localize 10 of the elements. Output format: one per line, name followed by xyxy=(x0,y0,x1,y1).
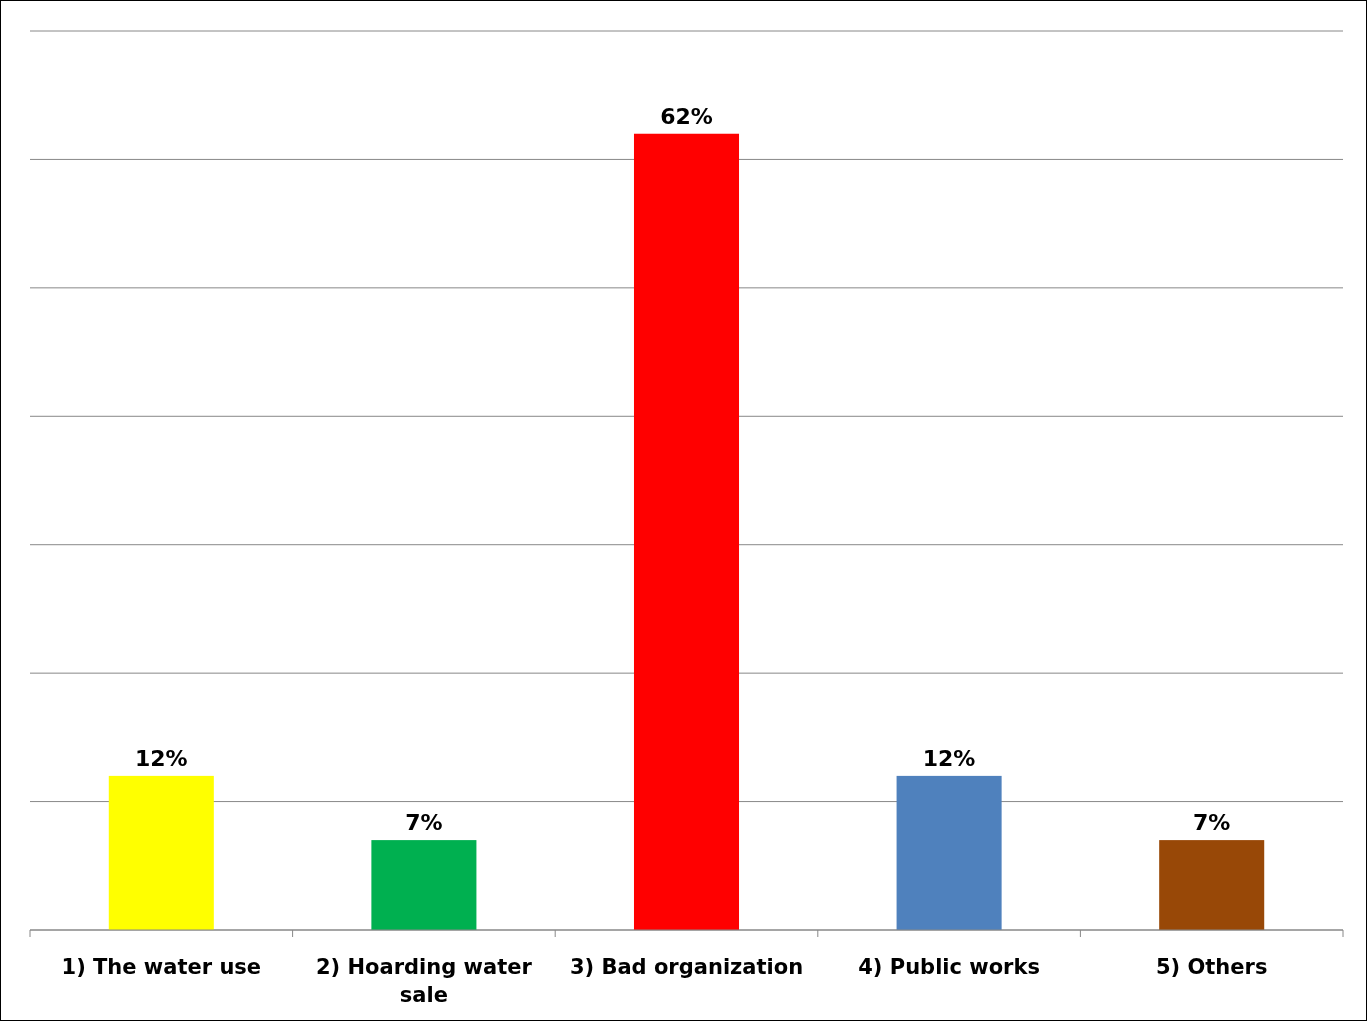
data-label: 7% xyxy=(1193,810,1231,836)
x-tick-label: 3) Bad organization xyxy=(569,955,804,979)
x-tick-label: 5) Others xyxy=(1155,955,1268,979)
data-label: 12% xyxy=(134,745,188,771)
x-tick-label: 1) The water use xyxy=(61,955,262,979)
data-label: 62% xyxy=(660,103,713,129)
data-label: 12% xyxy=(922,745,976,771)
x-tick-label: 4) Public works xyxy=(858,955,1040,979)
x-tick-label: 2) Hoarding water sale xyxy=(316,955,533,1007)
data-label: 7% xyxy=(405,810,443,836)
